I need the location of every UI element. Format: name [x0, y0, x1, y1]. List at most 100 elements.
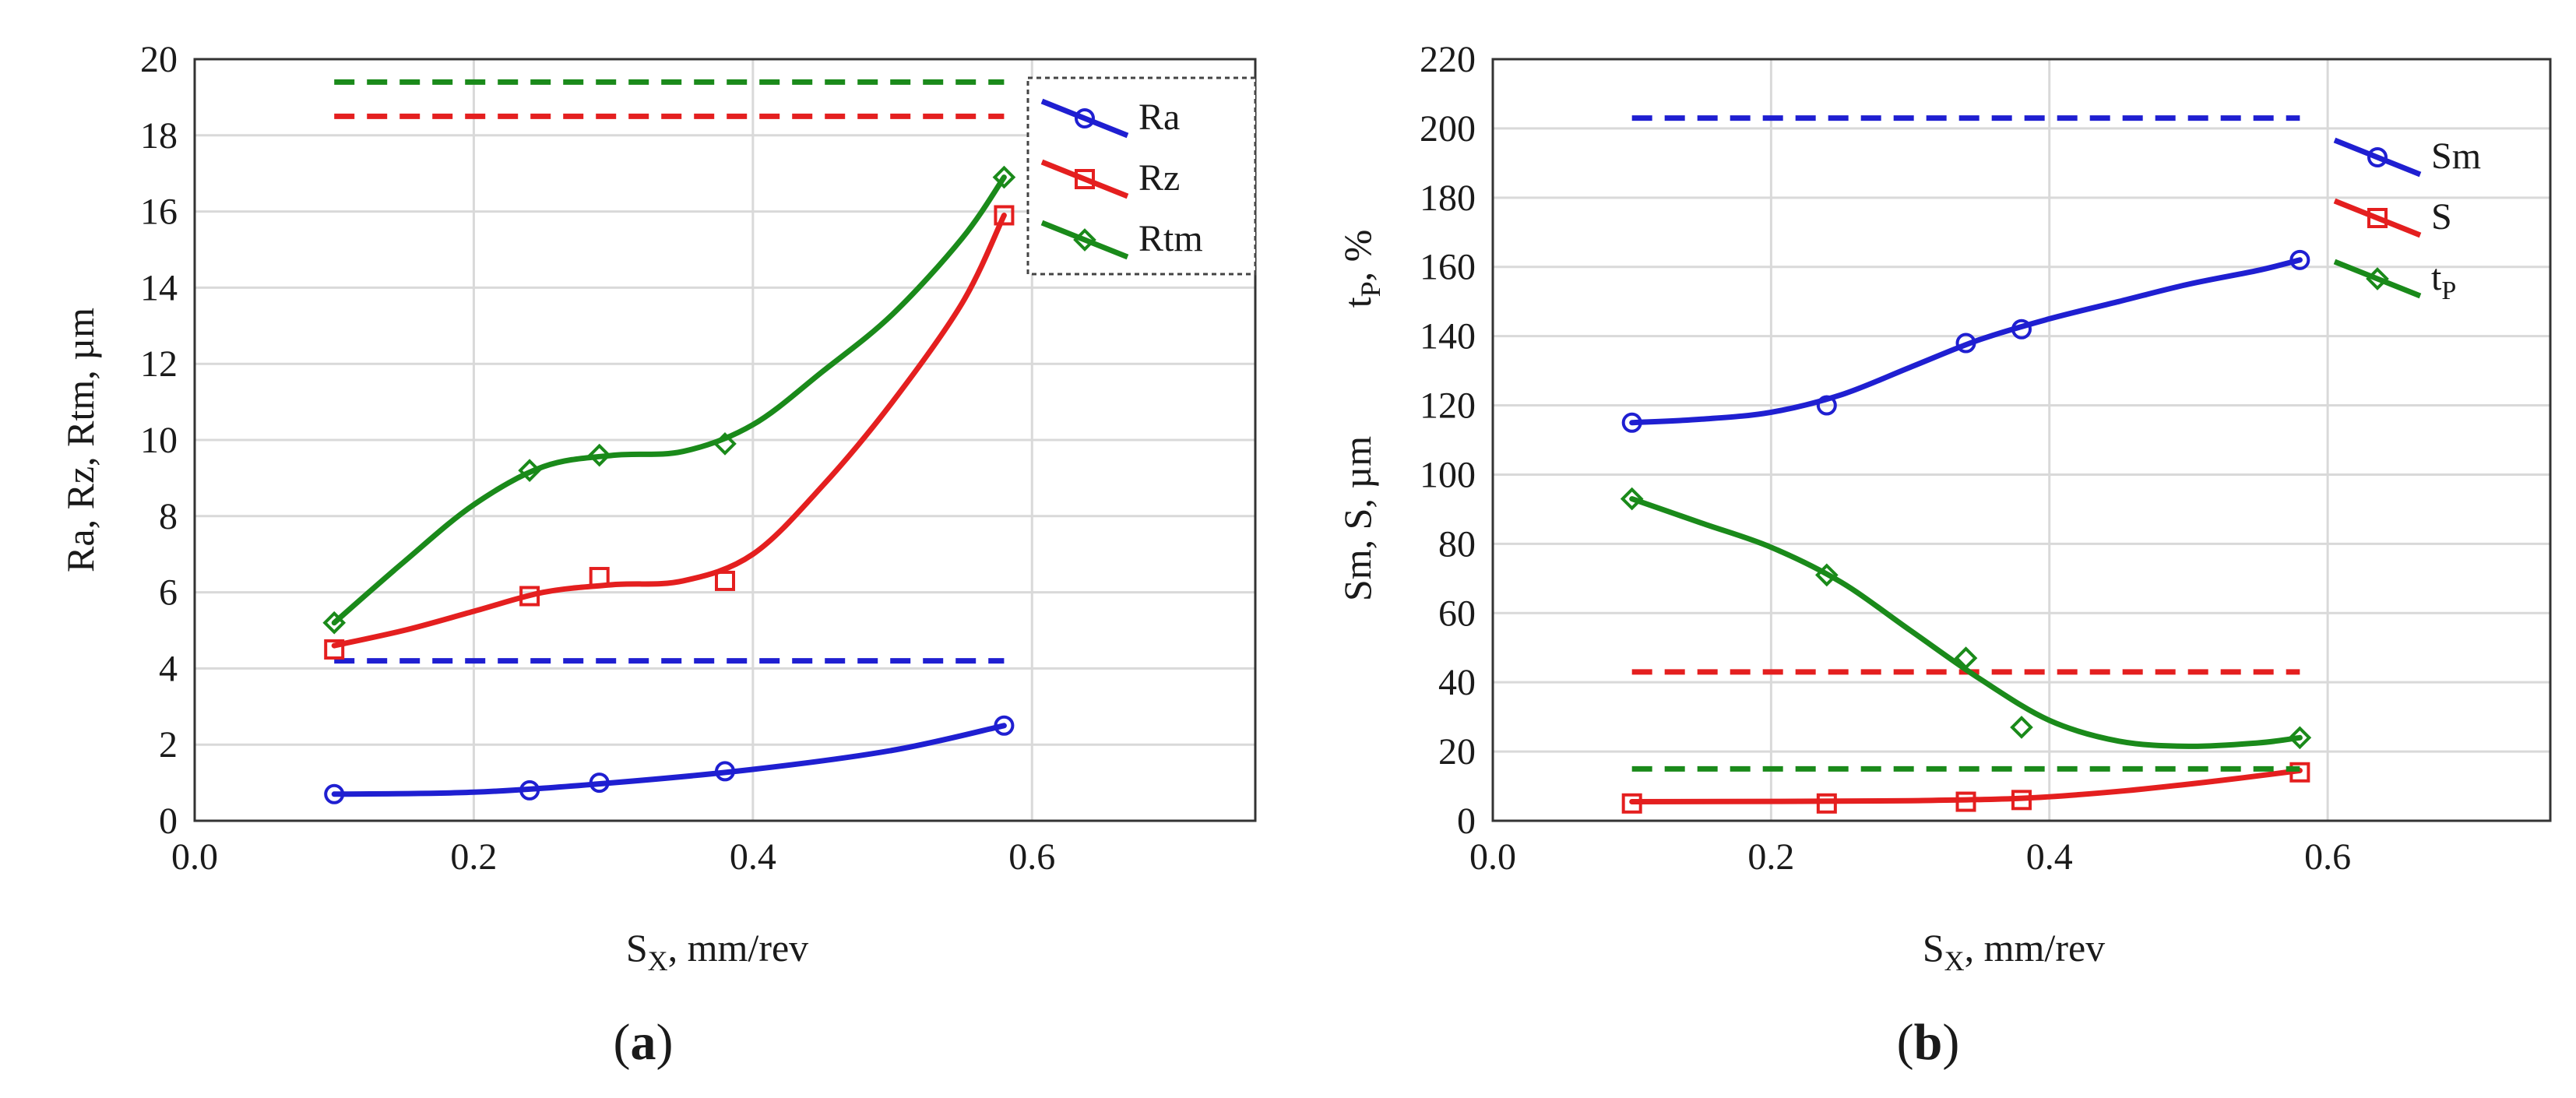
- data-point-square: [994, 205, 1015, 226]
- caption-close-paren: ): [1942, 1014, 1959, 1071]
- caption-letter: b: [1914, 1014, 1943, 1071]
- legend-marker-circle: [1075, 108, 1095, 128]
- data-point-square: [519, 586, 540, 607]
- y-tick-label: 8: [159, 496, 178, 537]
- y-tick-label: 16: [140, 192, 178, 233]
- y-tick-label: 12: [140, 343, 178, 385]
- y-tick-label: 120: [1420, 385, 1476, 427]
- legend-line: [1040, 220, 1129, 260]
- series-line: [331, 213, 1007, 649]
- y-tick-label: 140: [1420, 316, 1476, 357]
- legend-label: Sm: [2431, 135, 2481, 177]
- data-point-circle: [1621, 412, 1642, 433]
- legend-line: [2333, 259, 2422, 299]
- data-point-diamond: [587, 443, 611, 467]
- x-tick-label: 0.6: [1008, 836, 1055, 878]
- legend-line: [1040, 98, 1129, 139]
- x-tick-label: 0.2: [450, 836, 497, 878]
- caption-letter: a: [631, 1014, 656, 1071]
- panel-caption: (a): [614, 1014, 674, 1071]
- plot-frame: [193, 58, 1257, 822]
- panel-caption: (b): [1897, 1014, 1960, 1071]
- y-tick-label: 60: [1438, 593, 1476, 634]
- data-point-square: [589, 567, 610, 588]
- x-axis-label-rest: , mm/rev: [668, 926, 809, 970]
- series-rtm: [322, 79, 1016, 635]
- legend-marker-square: [1075, 169, 1095, 189]
- data-point-square: [1955, 791, 1976, 812]
- y-axis-label: Ra, Rz, Rtm, µm: [58, 308, 102, 572]
- y-tick-label: 0: [1457, 801, 1476, 842]
- data-point-circle: [715, 761, 735, 782]
- data-point-circle: [1816, 395, 1837, 416]
- x-tick-label: 0.2: [1747, 836, 1794, 878]
- data-point-circle: [994, 715, 1015, 736]
- legend-label: tP: [2431, 257, 2456, 305]
- x-axis-label-subscript: X: [648, 945, 668, 977]
- x-axis-label: SX, mm/rev: [1923, 926, 2105, 977]
- x-axis-label-main: S: [626, 926, 648, 970]
- data-point-diamond: [322, 611, 347, 635]
- plot-frame: [1491, 58, 2552, 822]
- series-line: [1629, 768, 2303, 804]
- series-line: [1629, 496, 2303, 749]
- x-tick-label: 0.0: [1469, 836, 1516, 878]
- series-tp: [1620, 487, 2312, 772]
- legend-line: [1040, 159, 1129, 199]
- data-point-diamond: [1954, 646, 1978, 670]
- legend-label: Rtm: [1138, 218, 1203, 259]
- legend-label-main: t: [2431, 257, 2442, 298]
- legend: Ra Rz Rtm: [1026, 76, 1257, 276]
- y-tick-label: 4: [159, 648, 178, 689]
- y-axis-label-upper: tP, %: [1336, 230, 1386, 308]
- legend-label-main: S: [2431, 196, 2452, 238]
- x-axis-label: SX, mm/rev: [626, 926, 808, 977]
- x-axis-label-rest: , mm/rev: [1965, 926, 2106, 970]
- data-point-circle: [2289, 249, 2310, 270]
- y-tick-label: 10: [140, 420, 178, 461]
- legend-label-main: Sm: [2431, 135, 2481, 177]
- x-tick-label: 0.4: [2026, 836, 2073, 878]
- legend-marker-circle: [2367, 147, 2388, 167]
- data-point-diamond: [518, 459, 541, 482]
- x-axis-label-main: S: [1923, 926, 1944, 970]
- y-tick-label: 160: [1420, 247, 1476, 288]
- data-point-diamond: [2288, 726, 2312, 750]
- data-point-diamond: [1815, 563, 1839, 587]
- y-tick-label: 100: [1420, 454, 1476, 495]
- y-tick-label: 6: [159, 572, 178, 614]
- y-tick-label: 20: [1438, 731, 1476, 772]
- caption-open-paren: (: [1897, 1014, 1914, 1071]
- series-rz: [324, 113, 1015, 660]
- data-point-diamond: [992, 165, 1016, 189]
- data-point-circle: [1955, 333, 1976, 354]
- y-tick-label: 200: [1420, 108, 1476, 150]
- series-line: [331, 174, 1007, 626]
- y-tick-label: 40: [1438, 662, 1476, 703]
- legend-label-main: Rz: [1138, 157, 1180, 199]
- legend-label: Ra: [1138, 97, 1180, 138]
- legend-marker-diamond: [2366, 267, 2389, 290]
- caption-open-paren: (: [614, 1014, 631, 1071]
- y-tick-label: 0: [159, 801, 178, 842]
- data-point-diamond: [1620, 487, 1644, 511]
- data-point-square: [715, 570, 735, 591]
- legend: Sm StP: [2333, 135, 2481, 305]
- x-axis-label-subscript: X: [1944, 945, 1965, 977]
- y-tick-label: 80: [1438, 523, 1476, 565]
- y-axis-label-lower: Sm, S, µm: [1336, 436, 1379, 601]
- series-ra: [324, 658, 1015, 804]
- data-point-circle: [589, 772, 610, 794]
- data-point-circle: [2011, 318, 2032, 340]
- y-tick-label: 20: [140, 39, 178, 80]
- legend-label: S: [2431, 196, 2452, 238]
- data-point-square: [1621, 793, 1642, 814]
- legend-label: Rz: [1138, 157, 1180, 199]
- legend-label-main: Ra: [1138, 97, 1180, 138]
- legend-marker-square: [2367, 208, 2388, 228]
- legend-line: [2333, 137, 2422, 178]
- plot-area: [1493, 59, 2550, 821]
- y-tick-label: 2: [159, 724, 178, 765]
- series-line: [331, 723, 1007, 797]
